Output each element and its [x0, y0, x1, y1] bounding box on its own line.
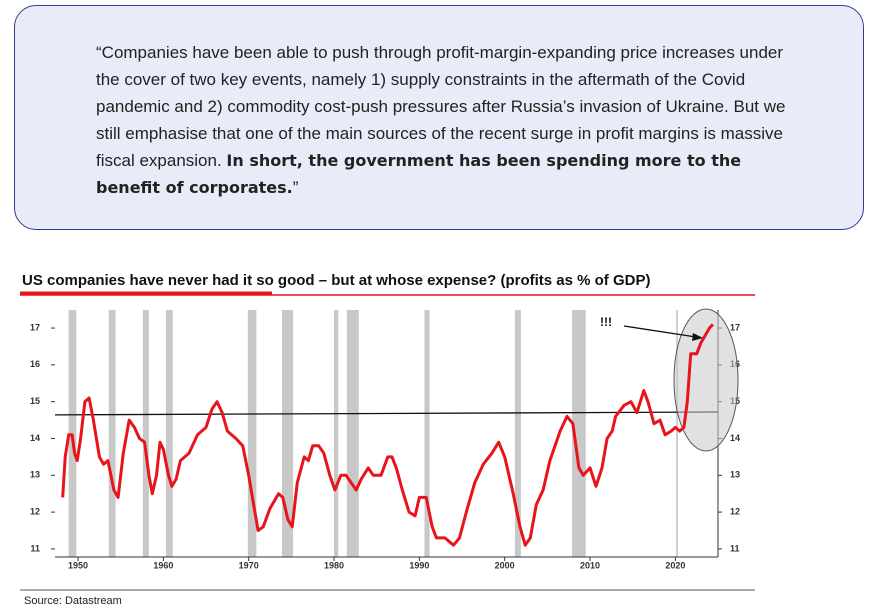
x-tick-label: 1950 [68, 560, 88, 570]
x-tick-label: 1980 [324, 560, 344, 570]
x-tick-label: 2010 [580, 560, 600, 570]
y2-tick-label: 17 [730, 322, 740, 332]
recession-band [424, 310, 430, 557]
y-tick-label: 14 [30, 433, 40, 443]
x-tick-label: 2000 [495, 560, 515, 570]
quote-box: “Companies have been able to push throug… [14, 5, 864, 230]
recession-band [142, 310, 149, 557]
highlight-ellipse [673, 308, 739, 452]
y2-tick-label: 13 [730, 470, 740, 480]
source: Source: Datastream [24, 595, 122, 607]
series-line [61, 323, 714, 547]
y-tick-label: 15 [30, 396, 40, 406]
x-tick-label: 1990 [409, 560, 429, 570]
y-tick-label: 11 [30, 543, 40, 553]
recession-band [334, 310, 339, 557]
chart-title: US companies have never had it so good –… [22, 272, 650, 289]
x-tick-label: 1970 [239, 560, 259, 570]
arrow [623, 325, 697, 338]
annotation: !!! [600, 315, 612, 329]
y-tick-label: 13 [30, 470, 40, 480]
recession-band [281, 310, 294, 557]
arrowhead [692, 333, 703, 341]
quote: “Companies have been able to push throug… [96, 39, 786, 201]
y2-tick-label: 14 [730, 433, 740, 443]
recession-band [247, 310, 257, 557]
front [61, 323, 714, 547]
recession-band [165, 310, 173, 557]
x-tick-label: 2020 [665, 560, 685, 570]
y-tick-label: 12 [30, 506, 40, 516]
y2-tick-label: 12 [730, 506, 740, 516]
series-line [54, 411, 719, 416]
quote-bold: In short, the government has been spendi… [96, 151, 742, 197]
recession-band [676, 310, 678, 557]
quote-text: “Companies have been able to push throug… [96, 43, 786, 170]
recession-band [514, 310, 521, 557]
recession-band [572, 310, 586, 557]
y2-tick-label: 11 [730, 543, 740, 553]
recession-band [108, 310, 116, 557]
x-tick-label: 1960 [153, 560, 173, 570]
y-tick-label: 16 [30, 359, 40, 369]
y-tick-label: 17 [30, 322, 40, 332]
recession-band [346, 310, 359, 557]
quote-close: ” [292, 178, 299, 197]
plot: 1111121213131414151516161717195019601970… [30, 310, 740, 570]
